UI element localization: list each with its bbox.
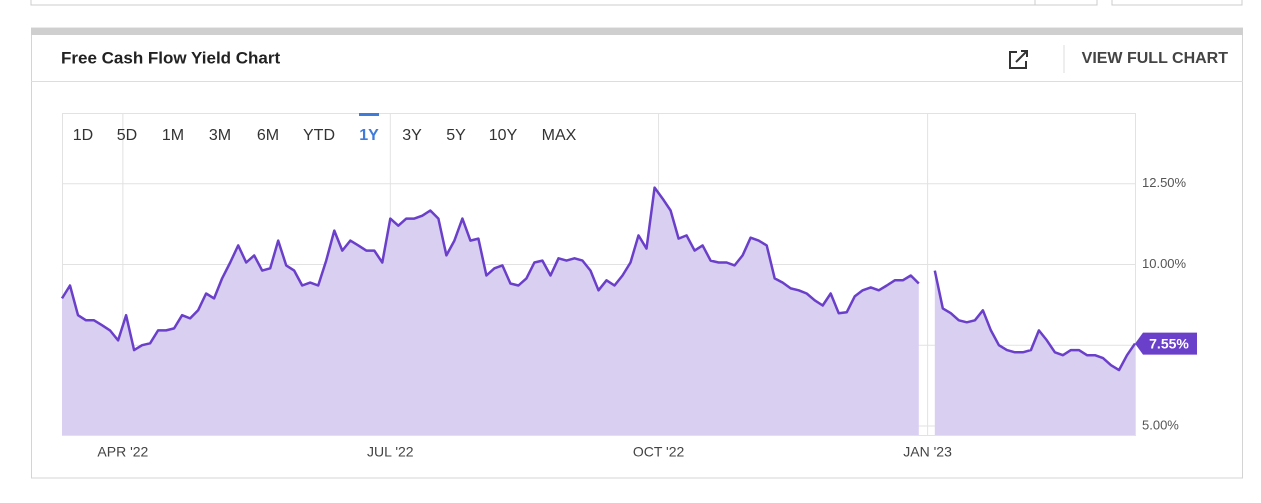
top-controls xyxy=(30,0,1243,6)
range-button[interactable]: MAX xyxy=(542,127,577,144)
last-value-badge xyxy=(1135,332,1197,355)
plot-frame xyxy=(62,113,1136,436)
range-button[interactable]: 5D xyxy=(117,127,137,144)
y-tick-label: 5.00% xyxy=(1142,417,1179,432)
range-button[interactable]: YTD xyxy=(303,127,335,144)
x-tick-label: APR '22 xyxy=(97,444,148,460)
y-tick-label: 10.00% xyxy=(1142,256,1187,271)
x-tick-label: JUL '22 xyxy=(367,444,414,460)
range-button[interactable]: 3Y xyxy=(402,127,422,144)
line xyxy=(60,186,1137,372)
input-box xyxy=(30,0,1098,6)
select-box xyxy=(1111,0,1243,6)
icon-box xyxy=(1009,51,1027,69)
icon-arrow xyxy=(1015,50,1028,63)
range-button[interactable]: 1Y xyxy=(359,127,379,144)
x-tick-label: OCT '22 xyxy=(633,444,685,460)
y-tick-label: 12.50% xyxy=(1142,175,1187,190)
chart-title: Free Cash Flow Yield Chart xyxy=(61,48,281,67)
range-button[interactable]: 1M xyxy=(162,127,184,144)
range-button[interactable]: 10Y xyxy=(489,127,518,144)
last-value-label: 7.55% xyxy=(1149,335,1189,351)
x-tick-label: JAN '23 xyxy=(903,444,952,460)
range-button[interactable]: 6M xyxy=(257,127,279,144)
range-button[interactable]: 5Y xyxy=(446,127,466,144)
active-range-indicator xyxy=(359,113,379,116)
view-full-chart[interactable]: VIEW FULL CHART xyxy=(1082,50,1229,67)
range-button[interactable]: 1D xyxy=(73,127,93,144)
card-top-bar xyxy=(31,28,1243,35)
range-button[interactable]: 3M xyxy=(209,127,231,144)
expand-icon[interactable] xyxy=(1009,50,1028,69)
